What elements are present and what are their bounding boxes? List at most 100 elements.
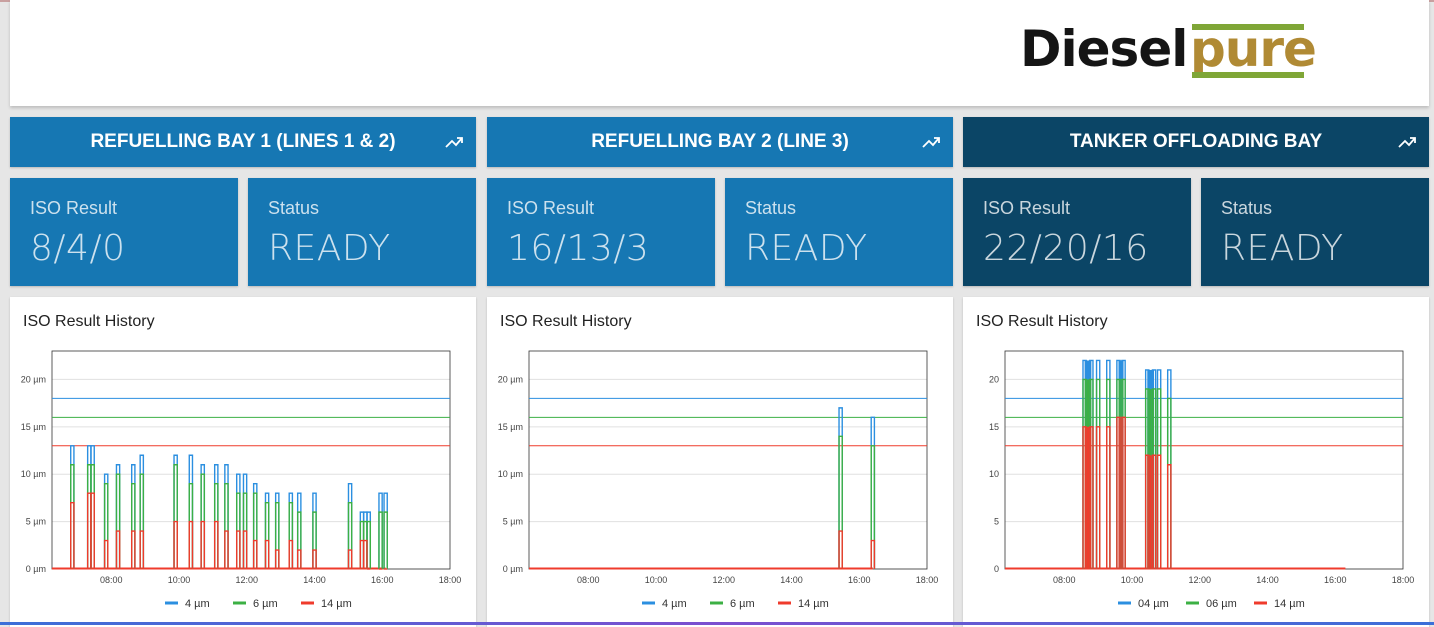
logo-pure-text: pure [1190,20,1317,78]
spike-mark [200,520,206,569]
spike-mark [139,473,145,569]
spike-mark [173,520,178,569]
legend-label: 14 µm [798,598,829,610]
bay-title: REFUELLING BAY 2 (LINE 3) [591,131,849,152]
bay-title: TANKER OFFLOADING BAY [1069,131,1323,152]
spike-mark [312,549,317,569]
y-tick-label: 5 µm [26,517,46,527]
x-tick-label: 12:00 [236,575,259,585]
legend-label: 4 µm [185,598,210,610]
y-tick-label: 20 µm [498,374,523,384]
y-tick-label: 15 µm [21,422,46,432]
iso-history-chart: 0 5 10 15 20 08:00 10:00 12:00 14:00 16:00 18:00 04… [989,350,1414,610]
chart-title: ISO Result History [500,313,632,330]
trending-up-icon[interactable] [1397,133,1417,151]
bay-header[interactable]: REFUELLING BAY 1 (LINES 1 & 2) [10,117,476,167]
spike-mark [288,501,294,569]
x-tick-label: 14:00 [780,575,803,585]
y-tick-label: 15 µm [498,422,523,432]
plot-frame [1004,350,1404,570]
plot-frame [51,350,451,570]
legend-label: 4 µm [662,598,687,610]
trending-up-icon[interactable] [921,133,941,151]
spike-mark [252,492,258,569]
bottom-border [0,622,1434,625]
iso-result-value: 8/4/0 [30,228,126,269]
plateau-fill [1118,417,1124,569]
bay-header[interactable]: REFUELLING BAY 2 (LINE 3) [487,117,953,167]
bay-title: REFUELLING BAY 1 (LINES 1 & 2) [90,131,396,152]
spike-mark [312,511,317,569]
x-tick-label: 14:00 [1256,575,1279,585]
spike-mark [1144,454,1150,569]
spike-mark [242,530,248,569]
status-value: READY [1221,228,1344,269]
status-label: Status [1221,198,1273,218]
spike-mark [870,445,876,569]
x-tick-label: 16:00 [848,575,871,585]
y-tick-label: 10 µm [498,469,523,479]
spike-mark [378,511,383,569]
iso-history-chart-card: ISO Result History 0 µm 5 µm 10 µm 15 µm 20 … [10,297,476,627]
x-tick-label: 16:00 [371,575,394,585]
y-tick-label: 0 µm [503,564,523,574]
spike-mark [1106,426,1111,569]
spike-mark [838,530,843,569]
spike-mark [1095,426,1101,569]
plateau-fill [1084,426,1092,569]
dieselpure-logo: Diesel pure [1020,18,1317,88]
y-tick-label: 0 [994,564,999,574]
y-tick-label: 10 [989,469,999,479]
spike-mark [130,530,136,569]
x-tick-label: 08:00 [100,575,123,585]
x-tick-label: 10:00 [1121,575,1144,585]
iso-result-value: 16/13/3 [507,228,650,269]
spike-mark [1121,416,1126,569]
iso-history-chart-card: ISO Result History 0 5 10 15 20 08:00 10:00 12:… [963,297,1429,627]
iso-result-label: ISO Result [983,198,1071,218]
logo-bar-bottom [1192,72,1304,78]
status-card: Status READY [248,178,476,286]
plateau-fill [1147,455,1155,569]
spike-mark [274,549,280,569]
spike-mark [130,482,136,569]
x-tick-label: 18:00 [439,575,462,585]
x-tick-label: 16:00 [1324,575,1347,585]
iso-history-chart-card: ISO Result History 0 µm 5 µm 10 µm 15 µm 20 … [487,297,953,627]
iso-result-card: ISO Result 8/4/0 [10,178,238,286]
x-tick-label: 12:00 [1189,575,1212,585]
spike-mark [838,435,843,569]
x-tick-label: 10:00 [168,575,191,585]
app-header: Diesel pure [10,0,1429,106]
status-value: READY [268,228,391,269]
status-label: Status [745,198,797,218]
legend-label: 06 µm [1206,598,1237,610]
y-tick-label: 0 µm [26,564,46,574]
spike-mark [264,539,270,569]
spike-mark [296,511,302,569]
spike-mark [188,520,194,569]
bay-header[interactable]: TANKER OFFLOADING BAY [963,117,1429,167]
iso-history-chart: 0 µm 5 µm 10 µm 15 µm 20 µm 08:00 10:00 12:00 14… [498,350,939,610]
status-value: READY [745,228,868,269]
trending-up-icon[interactable] [444,133,464,151]
y-tick-label: 15 [989,422,999,432]
x-tick-label: 10:00 [645,575,668,585]
plot-frame [528,350,928,570]
x-tick-label: 12:00 [713,575,736,585]
legend-label: 6 µm [253,598,278,610]
chart-title: ISO Result History [23,313,155,330]
y-tick-label: 10 µm [21,469,46,479]
iso-result-value: 22/20/16 [983,228,1149,269]
spike-mark [296,549,302,569]
spike-mark [115,530,121,569]
logo-bar-top [1192,24,1304,30]
iso-history-chart: 0 µm 5 µm 10 µm 15 µm 20 µm 08:00 10:00 12:00 14… [21,350,462,610]
legend-label: 14 µm [1274,598,1305,610]
x-tick-label: 18:00 [916,575,939,585]
spike-mark [90,492,95,569]
iso-result-label: ISO Result [30,198,118,218]
status-card: Status READY [1201,178,1429,286]
spike-mark [347,501,353,569]
spike-mark [1156,454,1162,569]
